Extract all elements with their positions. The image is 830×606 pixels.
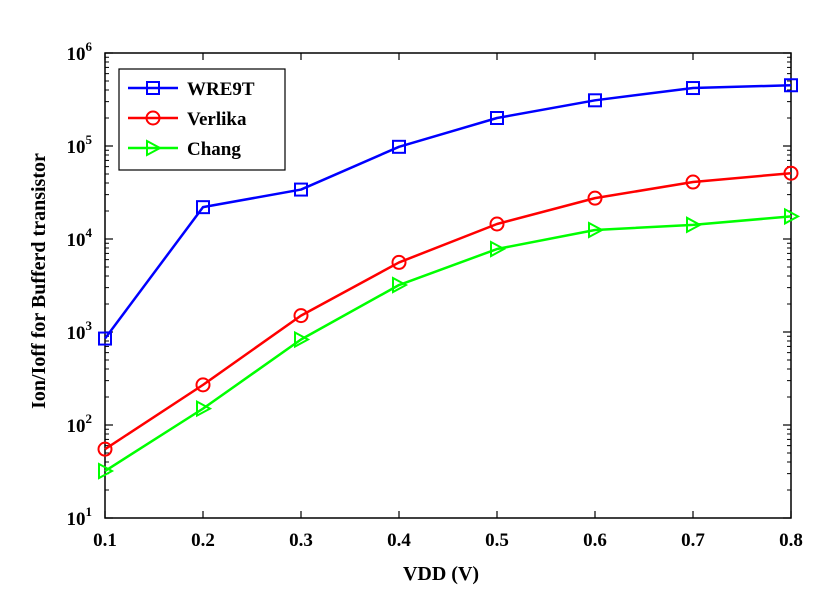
data-point [196, 399, 213, 418]
data-point [294, 182, 308, 197]
y-tick-label: 104 [67, 225, 93, 251]
legend-label: Verlika [187, 109, 247, 130]
x-axis-title: VDD (V) [403, 563, 479, 585]
data-point [392, 276, 409, 294]
data-point [588, 221, 605, 239]
x-tick-label: 0.5 [485, 530, 509, 551]
data-point [490, 240, 507, 258]
x-tick-label: 0.3 [289, 530, 313, 551]
data-point [195, 377, 211, 393]
plot-frame [104, 52, 792, 519]
legend-item: WRE9T [128, 79, 255, 100]
data-point [783, 165, 799, 181]
series-line [104, 215, 792, 473]
data-point [490, 111, 504, 126]
y-axis-title: Ion/Ioff for Bufferd transistor [28, 153, 50, 409]
data-point [98, 331, 112, 346]
x-tick-label: 0.2 [191, 530, 215, 551]
data-point [392, 139, 406, 154]
data-point [196, 200, 210, 215]
data-point [489, 216, 505, 232]
legend-marker [146, 81, 160, 95]
data-point [294, 330, 311, 349]
series-wre9t [98, 78, 798, 346]
data-point [686, 81, 700, 96]
data-point [97, 441, 113, 457]
data-point [587, 190, 603, 206]
y-tick-label: 102 [67, 411, 93, 437]
series-line [103, 84, 792, 340]
y-tick-label: 105 [67, 132, 93, 158]
y-tick-label: 101 [67, 504, 93, 530]
y-tick-label: 106 [67, 39, 93, 65]
legend-marker [145, 110, 161, 126]
data-point [98, 462, 115, 480]
x-tick-label: 0.1 [93, 530, 117, 551]
x-tick-label: 0.8 [779, 530, 803, 551]
legend-item: Verlika [128, 109, 247, 130]
legend-marker [146, 139, 163, 157]
data-point [588, 93, 602, 108]
y-tick-label: 103 [67, 318, 93, 344]
data-point [391, 254, 407, 270]
data-point [784, 207, 801, 226]
series-verlika [97, 165, 799, 457]
legend-label: WRE9T [187, 79, 255, 100]
x-tick-label: 0.4 [387, 530, 411, 551]
series-chang [98, 207, 801, 480]
data-point [686, 216, 703, 234]
x-tick-label: 0.6 [583, 530, 607, 551]
legend-item: Chang [128, 139, 241, 160]
legend-label: Chang [187, 139, 241, 160]
data-point [293, 308, 309, 324]
data-point [685, 174, 701, 190]
data-point [784, 78, 798, 93]
series-line [104, 171, 792, 451]
x-tick-label: 0.7 [681, 530, 705, 551]
